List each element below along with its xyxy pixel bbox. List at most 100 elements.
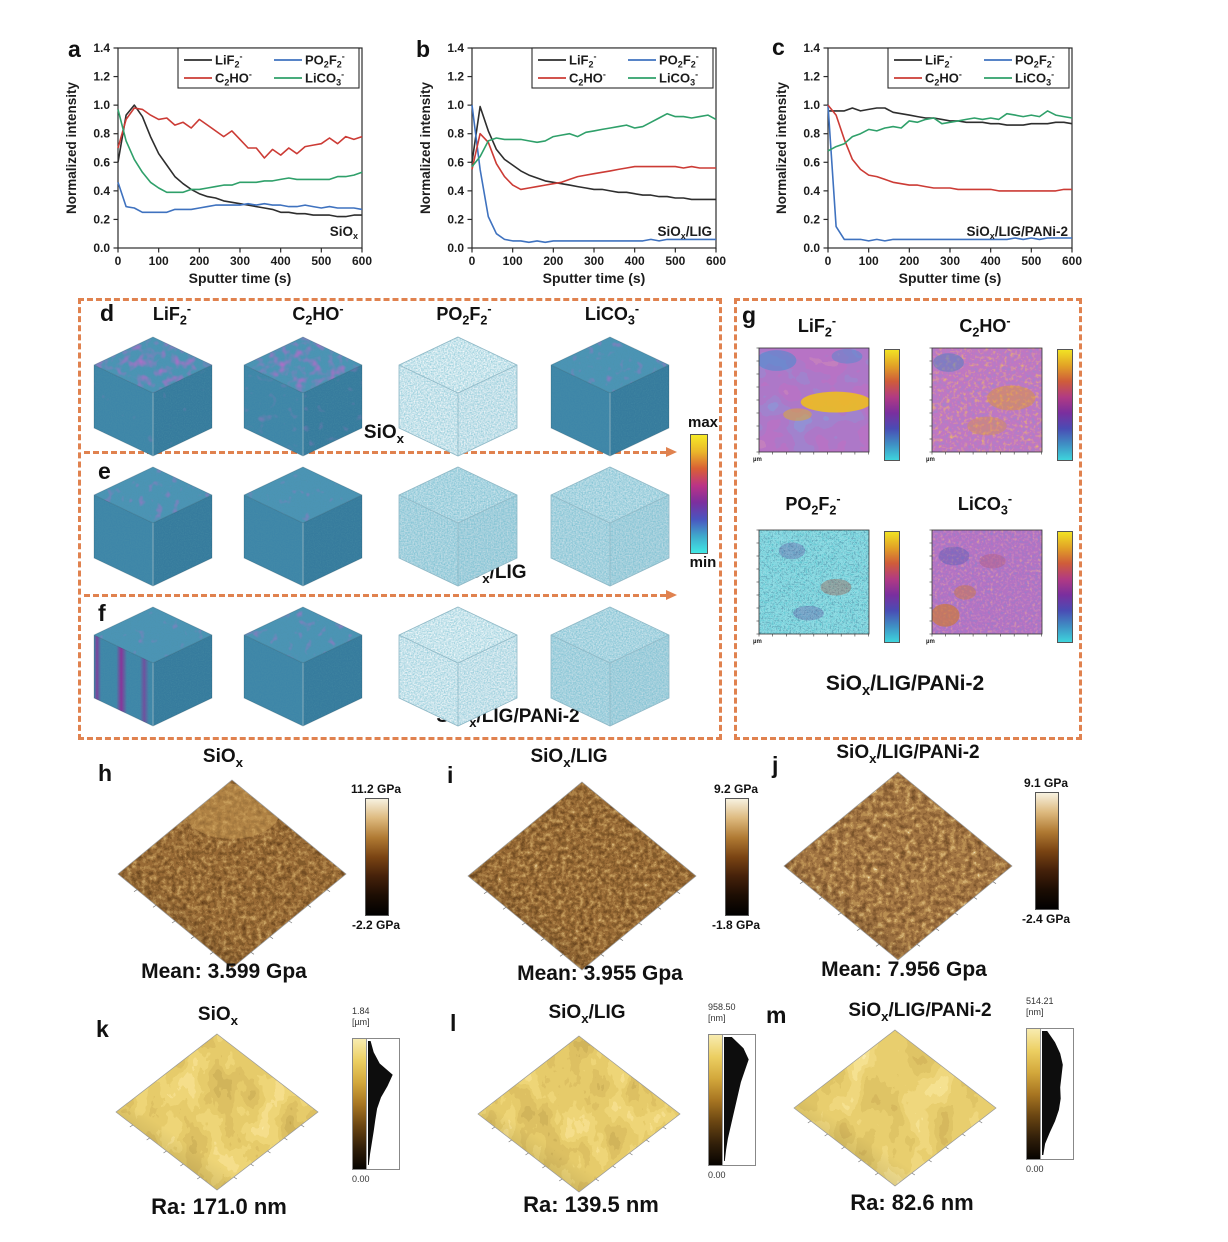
svg-text:PO2F2-: PO2F2- — [659, 52, 699, 70]
svg-text:400: 400 — [981, 254, 1001, 268]
svg-text:1.4: 1.4 — [93, 41, 110, 55]
svg-text:300: 300 — [230, 254, 250, 268]
modulus-cb-max-j: 9.1 GPa — [1023, 776, 1069, 790]
topo-cb-label-k: 1.84 [µm] — [352, 1006, 370, 1027]
tofsims-3d-box — [78, 298, 722, 740]
topo-colorbar-m — [1026, 1028, 1074, 1160]
svg-text:100: 100 — [149, 254, 169, 268]
tof-cube — [545, 464, 675, 597]
svg-text:0.6: 0.6 — [447, 155, 464, 169]
ra-label-l: Ra: 139.5 nm — [523, 1192, 659, 1217]
svg-text:0.8: 0.8 — [447, 127, 464, 141]
map-colorbar — [884, 349, 900, 461]
topo-surface-k — [110, 1030, 324, 1199]
sputter-chart-siox-lig-pani: 0.0 0.2 0.4 0.6 0.8 1.0 1.2 1.4 0 100 200 300 400 500… — [772, 30, 1112, 297]
svg-text:200: 200 — [899, 254, 919, 268]
panel-letter-d: d — [100, 300, 115, 326]
svg-text:0.2: 0.2 — [93, 212, 110, 226]
tof-cube — [545, 604, 675, 737]
svg-text:500: 500 — [311, 254, 331, 268]
svg-text:1.2: 1.2 — [447, 70, 464, 84]
tof-cube — [238, 334, 368, 467]
g-header-po2f2: PO2F2- — [785, 492, 841, 518]
mean-label-h: Mean: 3.599 Gpa — [141, 960, 307, 983]
modulus-cb-min-i: -1.8 GPa — [711, 918, 761, 932]
svg-text:0.4: 0.4 — [803, 184, 820, 198]
topo-cb-zero-k: 0.00 — [352, 1174, 370, 1184]
ion-column-header-po2f2: PO2F2- — [436, 302, 492, 328]
svg-text:0.2: 0.2 — [803, 212, 820, 226]
g-caption: SiOx/LIG/PANi-2 — [825, 672, 985, 700]
svg-text:µm: µm — [753, 639, 762, 645]
svg-text:600: 600 — [1062, 254, 1082, 268]
topo-cb-label-m: 514.21 [nm] — [1026, 996, 1054, 1017]
svg-text:LiCO3-: LiCO3- — [305, 70, 344, 88]
modulus-title-j: SiOx/LIG/PANi-2 — [836, 742, 980, 766]
tof-cube — [238, 604, 368, 737]
svg-text:1.4: 1.4 — [447, 41, 464, 55]
chart-svg: 0.0 0.2 0.4 0.6 0.8 1.0 1.2 1.4 0 100 200 300 400 500… — [774, 41, 1082, 286]
topo-cb-zero-m: 0.00 — [1026, 1164, 1044, 1174]
svg-text:1.2: 1.2 — [93, 70, 110, 84]
tof-cube — [393, 604, 523, 737]
svg-text:200: 200 — [543, 254, 563, 268]
modulus-cb-max-i: 9.2 GPa — [713, 782, 759, 796]
svg-text:PO2F2-: PO2F2- — [305, 52, 345, 70]
colorbar-max-label: max — [687, 414, 719, 431]
svg-text:LiCO3-: LiCO3- — [659, 70, 698, 88]
sputter-chart-siox-lig: 0.0 0.2 0.4 0.6 0.8 1.0 1.2 1.4 0 100 200 300 400 500… — [416, 30, 756, 297]
svg-text:200: 200 — [189, 254, 209, 268]
topo-surface-l — [472, 1032, 686, 1201]
modulus-cb-min-j: -2.4 GPa — [1021, 912, 1071, 926]
topo-title-m: SiOx/LIG/PANi-2 — [848, 1000, 992, 1024]
modulus-title-h: SiOx — [202, 746, 244, 770]
svg-text:1.2: 1.2 — [803, 70, 820, 84]
topo-colorbar-k — [352, 1038, 400, 1170]
panel-letter-k: k — [96, 1016, 109, 1042]
panel-letter-e: e — [98, 458, 111, 484]
svg-text:0.4: 0.4 — [93, 184, 110, 198]
colorbar-min-label: min — [689, 554, 717, 571]
intensity-colorbar — [690, 434, 708, 554]
svg-text:100: 100 — [859, 254, 879, 268]
ra-label-k: Ra: 171.0 nm — [151, 1194, 287, 1219]
g-header-lico3: LiCO3- — [957, 492, 1013, 518]
svg-text:500: 500 — [665, 254, 685, 268]
ion-map-po2f2: µm — [752, 528, 874, 651]
topo-colorbar-l — [708, 1034, 756, 1166]
svg-text:0.4: 0.4 — [447, 184, 464, 198]
svg-text:0.8: 0.8 — [803, 127, 820, 141]
panel-letter-h: h — [98, 760, 113, 786]
ra-label-m: Ra: 82.6 nm — [850, 1190, 974, 1215]
panel-letter-a: a — [68, 36, 81, 62]
svg-text:300: 300 — [940, 254, 960, 268]
topo-title-k: SiOx — [197, 1004, 239, 1028]
ion-map-lif2: µm — [752, 346, 874, 469]
svg-text:Normalized intensity: Normalized intensity — [418, 81, 433, 214]
ion-map-c2ho: µm — [925, 346, 1047, 469]
g-header-c2ho: C2HO- — [959, 314, 1011, 340]
svg-text:600: 600 — [352, 254, 372, 268]
svg-text:SiOx: SiOx — [330, 224, 358, 241]
svg-text:0.6: 0.6 — [93, 155, 110, 169]
svg-text:SiOx/LIG/PANi-2: SiOx/LIG/PANi-2 — [966, 224, 1068, 241]
svg-text:µm: µm — [753, 457, 762, 463]
modulus-colorbar-i — [725, 798, 749, 916]
svg-text:PO2F2-: PO2F2- — [1015, 52, 1055, 70]
svg-text:0.0: 0.0 — [447, 241, 464, 255]
modulus-title-i: SiOx/LIG — [530, 746, 608, 770]
mean-label-j: Mean: 7.956 Gpa — [821, 958, 987, 981]
svg-text:400: 400 — [625, 254, 645, 268]
topo-cb-label-l: 958.50 [nm] — [708, 1002, 736, 1023]
modulus-cb-max-h: 11.2 GPa — [350, 782, 402, 796]
panel-letter-m: m — [766, 1002, 787, 1028]
svg-text:600: 600 — [706, 254, 726, 268]
svg-text:500: 500 — [1021, 254, 1041, 268]
svg-text:Normalized intensity: Normalized intensity — [64, 81, 79, 214]
panel-letter-j: j — [772, 752, 779, 778]
modulus-surface-j — [778, 768, 1018, 969]
sputter-chart-siox: 0.0 0.2 0.4 0.6 0.8 1.0 1.2 1.4 0 100 200 300 400 500… — [62, 30, 402, 297]
svg-text:LiCO3-: LiCO3- — [1015, 70, 1054, 88]
svg-text:µm: µm — [926, 457, 935, 463]
map-colorbar — [884, 531, 900, 643]
